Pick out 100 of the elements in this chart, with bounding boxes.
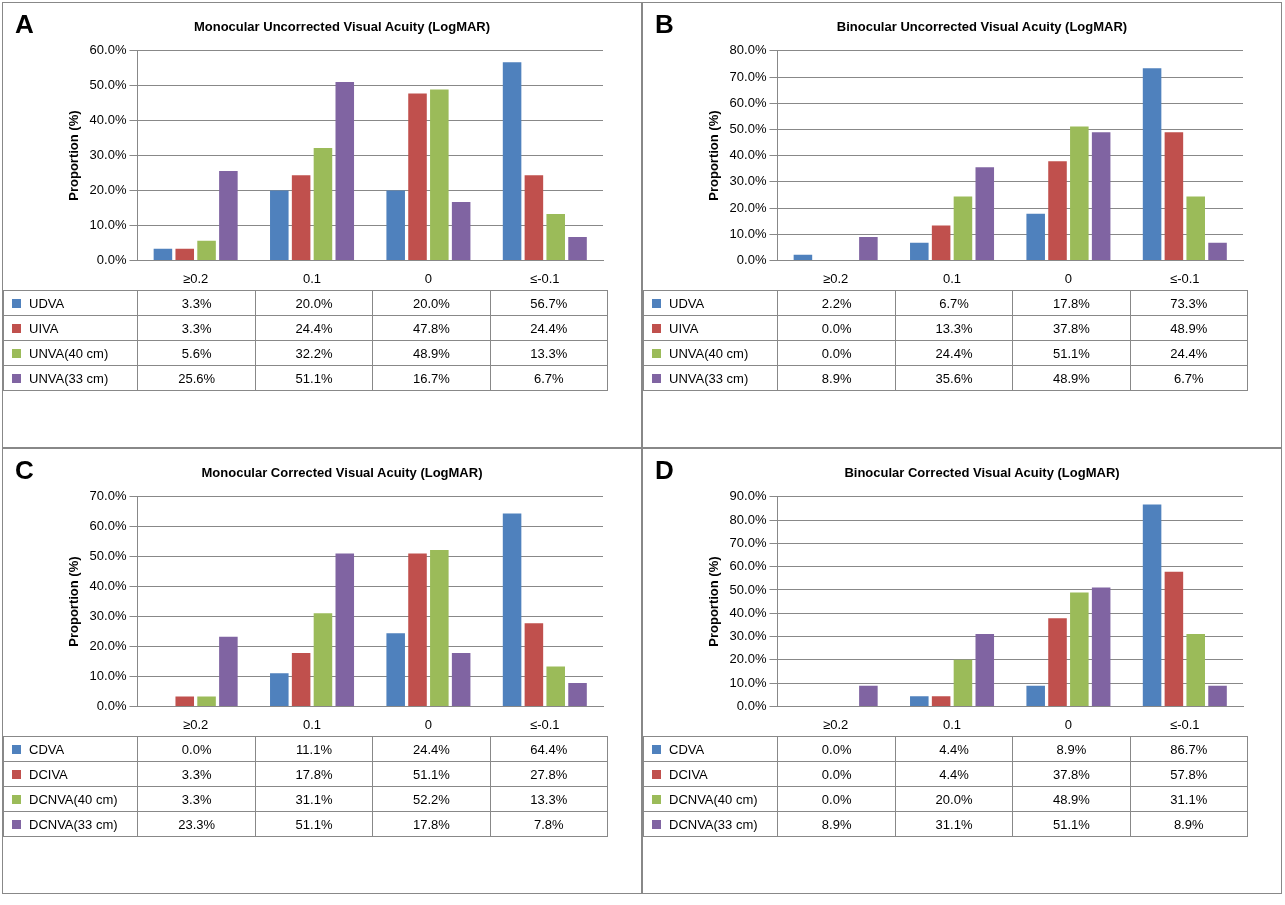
bar: [219, 636, 238, 706]
data-label: 24.4%: [490, 315, 608, 341]
bar: [335, 81, 355, 260]
bar: [1142, 504, 1162, 706]
y-tick-label: 30.0%: [729, 173, 767, 189]
bar: [568, 683, 587, 706]
x-tick-label: 0.1: [943, 270, 962, 286]
y-axis-title: Proportion (%): [706, 556, 722, 647]
bar: [1208, 242, 1227, 260]
y-tick-label: 60.0%: [89, 518, 127, 534]
bar: [524, 175, 544, 260]
data-label: 13.3%: [895, 315, 1013, 341]
y-tick-label: 40.0%: [89, 112, 127, 128]
data-label: 0.0%: [777, 736, 896, 762]
x-tick-label: 0.1: [303, 270, 322, 286]
legend-label: DCNVA(40 cm): [3, 786, 138, 812]
bar: [931, 696, 951, 706]
data-label: 0.0%: [777, 315, 896, 341]
y-tick-label: 20.0%: [89, 638, 127, 654]
y-tick-label: 0.0%: [736, 251, 767, 267]
y-tick-label: 40.0%: [729, 147, 767, 163]
x-tick-label: ≤-0.1: [1170, 716, 1200, 732]
chart-title: Binocular Corrected Visual Acuity (LogMAR): [843, 465, 1121, 480]
bar: [910, 242, 929, 260]
x-tick-label: 0.1: [303, 716, 322, 732]
y-tick-label: 30.0%: [89, 147, 127, 163]
bar: [859, 685, 878, 706]
x-tick-label: 0: [424, 716, 433, 732]
y-tick-label: 50.0%: [729, 120, 767, 136]
bar: [953, 196, 973, 260]
x-tick-label: ≥0.2: [823, 716, 849, 732]
bar: [953, 659, 973, 706]
x-tick-label: ≤-0.1: [1170, 270, 1200, 286]
y-tick-label: 50.0%: [729, 581, 767, 597]
bar: [1091, 587, 1111, 706]
bar: [502, 62, 522, 260]
legend-label: UIVA: [3, 315, 138, 341]
bar: [1026, 213, 1045, 260]
data-label: 11.1%: [255, 736, 373, 762]
data-label: 24.4%: [895, 340, 1013, 366]
y-tick-label: 70.0%: [729, 68, 767, 84]
bar: [975, 167, 995, 260]
bar: [859, 237, 878, 260]
chart-title: Binocular Uncorrected Visual Acuity (LogMAR): [835, 19, 1129, 34]
x-tick-label: ≤-0.1: [530, 716, 560, 732]
data-label: 13.3%: [490, 340, 608, 366]
data-label: 35.6%: [895, 365, 1013, 391]
chart-title: Monocular Corrected Visual Acuity (LogMAR): [200, 465, 484, 480]
y-tick-label: 10.0%: [89, 668, 127, 684]
x-tick-label: 0: [1064, 270, 1073, 286]
data-label: 8.9%: [777, 811, 896, 837]
data-label: 3.3%: [137, 315, 256, 341]
y-tick-label: 10.0%: [729, 674, 767, 690]
y-axis-title: Proportion (%): [706, 110, 722, 201]
bar: [1070, 592, 1089, 706]
legend-label: UDVA: [3, 290, 138, 316]
legend-label: CDVA: [3, 736, 138, 762]
bar: [430, 550, 449, 706]
bar: [546, 213, 565, 260]
data-label: 86.7%: [1130, 736, 1248, 762]
bar: [175, 696, 195, 706]
bar: [270, 190, 289, 260]
bar: [1208, 685, 1227, 706]
data-label: 32.2%: [255, 340, 373, 366]
data-label: 51.1%: [1012, 811, 1131, 837]
x-tick-label: ≥0.2: [823, 270, 849, 286]
bar: [975, 633, 995, 706]
bar: [313, 147, 333, 260]
data-label: 31.1%: [1130, 786, 1248, 812]
legend-label: CDVA: [643, 736, 778, 762]
data-label: 20.0%: [895, 786, 1013, 812]
text: A: [15, 9, 34, 40]
legend-label: DCNVA(33 cm): [643, 811, 778, 837]
y-tick-label: 0.0%: [736, 697, 767, 713]
data-label: 0.0%: [777, 340, 896, 366]
data-label: 24.4%: [255, 315, 373, 341]
x-tick-label: ≥0.2: [183, 270, 209, 286]
data-label: 24.4%: [372, 736, 491, 762]
bar: [313, 613, 333, 706]
bar: [175, 248, 195, 260]
data-label: 51.1%: [255, 365, 373, 391]
y-tick-label: 90.0%: [729, 488, 767, 504]
y-tick-label: 70.0%: [729, 534, 767, 550]
bar: [1070, 126, 1089, 260]
data-label: 20.0%: [372, 290, 491, 316]
data-label: 48.9%: [1012, 786, 1131, 812]
data-label: 57.8%: [1130, 761, 1248, 787]
bar: [197, 696, 216, 706]
bar: [386, 190, 405, 260]
bar: [502, 513, 522, 706]
legend-label: UNVA(40 cm): [3, 340, 138, 366]
legend-label: UNVA(33 cm): [3, 365, 138, 391]
data-label: 0.0%: [777, 786, 896, 812]
data-label: 37.8%: [1012, 315, 1131, 341]
y-tick-label: 80.0%: [729, 511, 767, 527]
y-tick-label: 10.0%: [729, 225, 767, 241]
chart-title: Monocular Uncorrected Visual Acuity (LogMAR): [192, 19, 492, 34]
y-tick-label: 20.0%: [729, 199, 767, 215]
bar: [451, 202, 471, 260]
bar: [430, 89, 449, 260]
